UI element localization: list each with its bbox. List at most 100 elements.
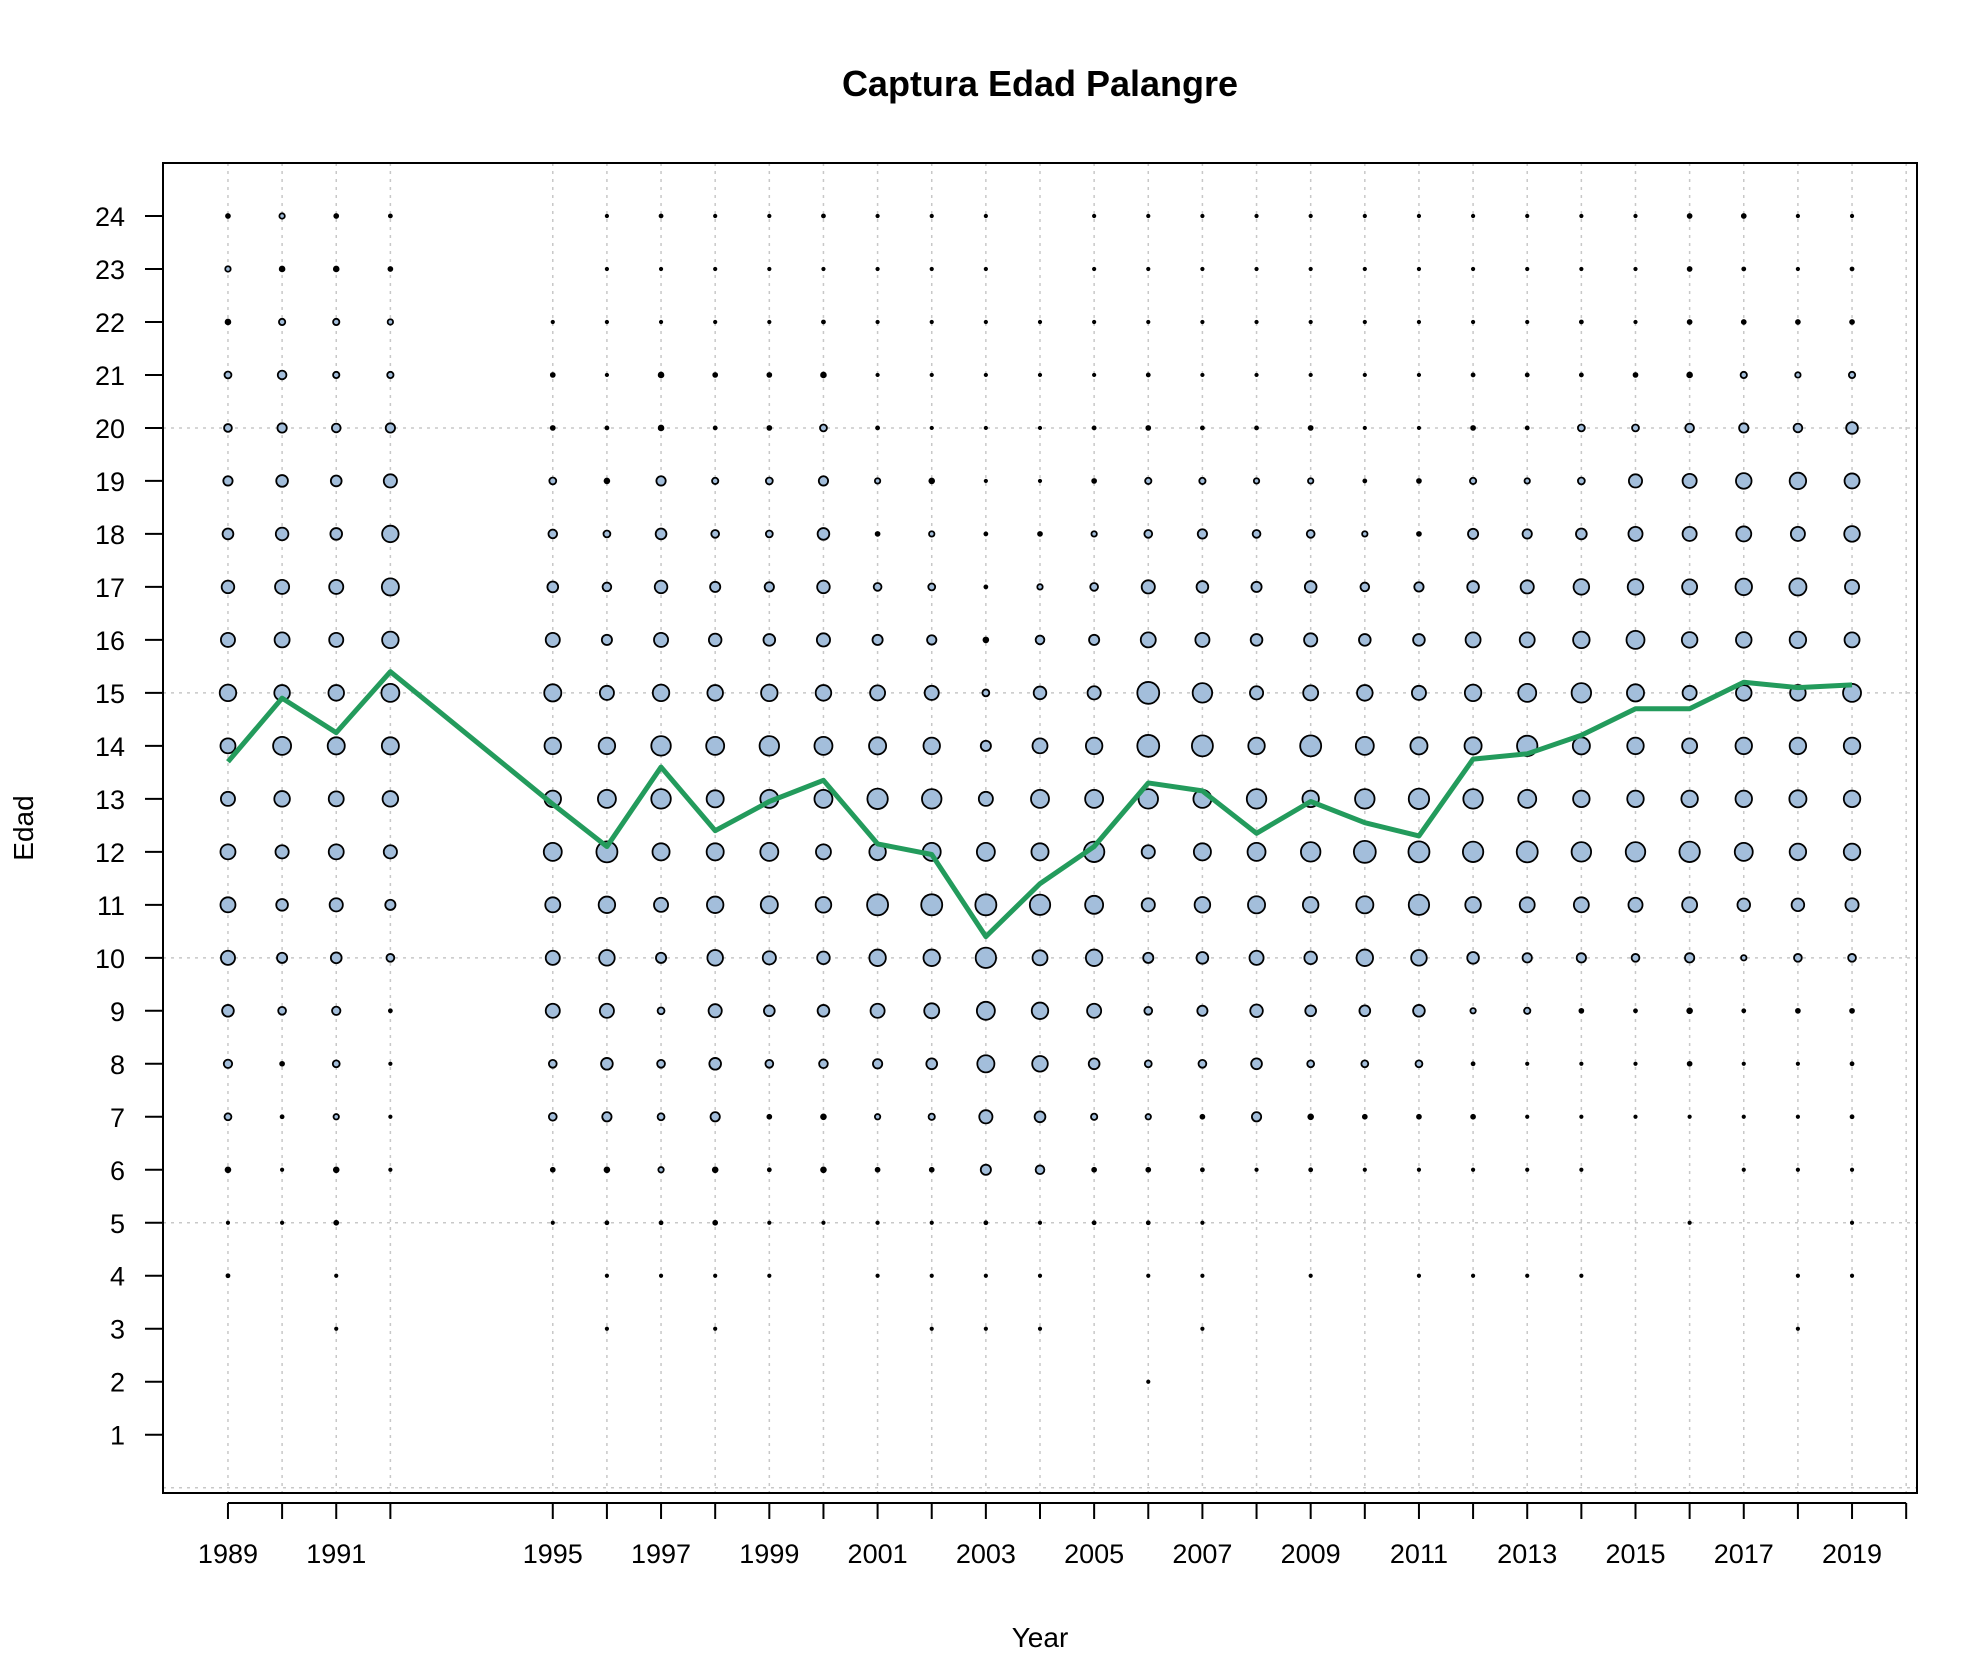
bubble-point bbox=[1740, 213, 1747, 219]
bubble-point bbox=[1795, 266, 1801, 272]
bubble-point bbox=[658, 1273, 664, 1278]
bubble-point bbox=[1308, 372, 1313, 378]
bubble-point bbox=[1414, 1059, 1424, 1069]
bubble-point bbox=[928, 530, 936, 538]
bubble-point bbox=[1362, 266, 1367, 272]
bubble-point bbox=[706, 895, 725, 914]
bubble-point bbox=[1842, 789, 1862, 809]
bubble-point bbox=[1686, 1060, 1693, 1067]
bubble-point bbox=[279, 1114, 285, 1120]
bubble-point bbox=[1200, 1326, 1205, 1331]
bubble-point bbox=[706, 684, 724, 702]
bubble-point bbox=[332, 317, 341, 327]
bubble-point bbox=[278, 317, 287, 327]
bubble-point bbox=[1136, 681, 1161, 705]
bubble-point bbox=[221, 1004, 235, 1018]
bubble-point bbox=[544, 1002, 561, 1019]
x-axis-label: Year bbox=[1012, 1622, 1069, 1653]
bubble-point bbox=[1146, 266, 1151, 272]
bubble-point bbox=[976, 1054, 996, 1074]
bubble-point bbox=[1524, 425, 1530, 431]
bubble-point bbox=[1246, 841, 1267, 862]
bubble-point bbox=[651, 683, 671, 703]
bubble-point bbox=[1788, 842, 1808, 861]
bubble-point bbox=[1361, 1113, 1368, 1120]
bubble-point bbox=[1738, 422, 1750, 434]
y-tick-label: 6 bbox=[110, 1156, 125, 1186]
bubble-point bbox=[875, 372, 880, 378]
bubble-point bbox=[1028, 893, 1052, 916]
bubble-point bbox=[1359, 581, 1371, 593]
bubble-point bbox=[1200, 372, 1205, 378]
bubble-point bbox=[816, 950, 831, 966]
y-tick-label: 15 bbox=[95, 679, 125, 709]
bubble-point bbox=[1633, 1061, 1638, 1066]
bubble-point bbox=[1461, 840, 1485, 863]
bubble-point bbox=[1843, 472, 1861, 490]
bubble-point bbox=[1735, 631, 1753, 649]
bubble-point bbox=[1200, 1273, 1205, 1278]
bubble-point bbox=[1579, 1114, 1584, 1119]
bubble-point bbox=[1525, 266, 1530, 272]
bubble-point bbox=[875, 1220, 880, 1225]
bubble-point bbox=[225, 213, 231, 219]
bubble-point bbox=[1470, 425, 1476, 431]
bubble-point bbox=[821, 319, 826, 325]
bubble-point bbox=[761, 950, 777, 966]
bubble-point bbox=[1031, 1055, 1049, 1073]
bubble-point bbox=[707, 1003, 723, 1019]
bubble-point bbox=[1254, 1167, 1259, 1172]
bubble-point bbox=[1416, 213, 1422, 219]
bubble-point bbox=[1146, 1379, 1151, 1384]
bubble-point bbox=[1084, 894, 1105, 915]
bubble-point bbox=[550, 1220, 555, 1225]
bubble-point bbox=[1411, 684, 1427, 701]
bubble-point bbox=[1466, 951, 1480, 965]
bubble-point bbox=[1198, 476, 1207, 485]
bubble-point bbox=[1033, 1110, 1047, 1124]
bubble-point bbox=[1579, 213, 1584, 219]
bubble-point bbox=[1034, 634, 1046, 646]
bubble-point bbox=[1303, 580, 1318, 594]
bubble-point bbox=[604, 425, 610, 431]
bubble-point bbox=[1086, 1002, 1103, 1019]
x-tick-label: 1991 bbox=[306, 1539, 366, 1569]
bubble-point bbox=[334, 1326, 339, 1331]
bubble-point bbox=[278, 265, 286, 273]
bubble-point bbox=[1303, 632, 1319, 648]
x-tick-label: 2019 bbox=[1822, 1539, 1882, 1569]
bubble-point bbox=[872, 1058, 884, 1070]
bubble-point bbox=[816, 527, 831, 541]
y-tick-label: 22 bbox=[95, 308, 125, 338]
bubble-point bbox=[1633, 319, 1638, 325]
bubble-point bbox=[1632, 372, 1639, 378]
bubble-point bbox=[381, 630, 400, 650]
bubble-point bbox=[1362, 1167, 1367, 1172]
bubble-point bbox=[1191, 682, 1214, 704]
bubble-point bbox=[601, 1111, 613, 1123]
bubble-point bbox=[1843, 631, 1861, 649]
x-tick-label: 1995 bbox=[523, 1539, 583, 1569]
bubble-point bbox=[875, 1273, 880, 1278]
bubble-point bbox=[1196, 528, 1208, 540]
bubble-point bbox=[1523, 1006, 1532, 1015]
bubble-point bbox=[977, 790, 994, 807]
bubble-point bbox=[766, 425, 773, 431]
bubble-point bbox=[382, 473, 398, 489]
bubble-point bbox=[1842, 842, 1862, 861]
bubble-point bbox=[220, 790, 236, 807]
bubble-point bbox=[1412, 633, 1426, 647]
y-tick-label: 20 bbox=[95, 414, 125, 444]
bubble-point bbox=[1142, 951, 1155, 964]
bubble-point bbox=[1195, 580, 1210, 594]
bubble-point bbox=[1577, 423, 1586, 433]
bubble-point bbox=[1413, 581, 1425, 593]
bubble-point bbox=[1849, 1007, 1855, 1014]
bubble-point bbox=[549, 372, 556, 378]
bubble-point bbox=[274, 844, 290, 860]
bubble-point bbox=[1307, 477, 1315, 485]
bubble-point bbox=[224, 318, 232, 326]
bubble-point bbox=[763, 1004, 776, 1018]
bubble-point bbox=[327, 843, 345, 861]
